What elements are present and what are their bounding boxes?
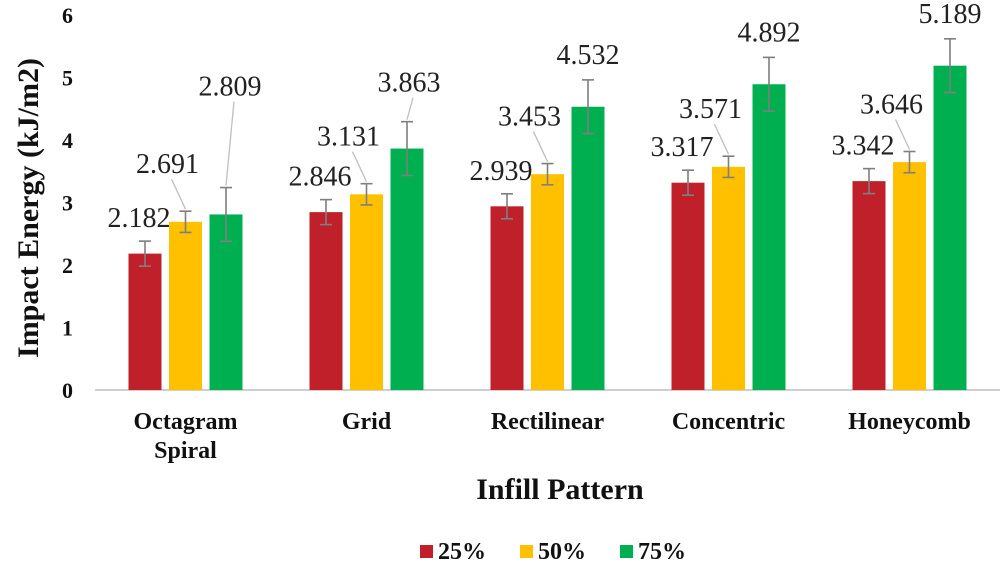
bar bbox=[712, 166, 745, 390]
bar bbox=[531, 174, 564, 390]
label-leader-line bbox=[713, 123, 730, 155]
bar bbox=[671, 182, 705, 390]
category-label: Honeycomb bbox=[848, 409, 971, 435]
legend-label: 75% bbox=[638, 539, 686, 565]
bar bbox=[169, 221, 202, 390]
label-leader-line bbox=[351, 151, 368, 182]
label-leader-line bbox=[894, 119, 911, 150]
data-label: 5.189 bbox=[919, 0, 982, 30]
bar bbox=[128, 253, 162, 390]
legend-label: 25% bbox=[438, 539, 486, 565]
data-label: 3.317 bbox=[651, 132, 714, 163]
bar bbox=[893, 162, 926, 390]
bar bbox=[852, 181, 886, 390]
y-axis-title: Impact Energy (kJ/m2) bbox=[12, 58, 45, 358]
legend-label: 50% bbox=[538, 539, 586, 565]
data-labels-layer: 2.182 2.846 2.939 3.317 3.342 2.691 3.131 3.453… bbox=[108, 0, 982, 234]
legend-swatch bbox=[520, 545, 533, 558]
y-tick-label: 2 bbox=[62, 253, 73, 278]
bar bbox=[209, 214, 243, 390]
label-leader-line bbox=[406, 97, 414, 120]
legend-swatch bbox=[620, 545, 633, 558]
y-tick-label: 3 bbox=[62, 191, 73, 216]
data-label: 3.863 bbox=[378, 68, 441, 99]
bar bbox=[390, 148, 424, 390]
y-tick-label: 6 bbox=[62, 3, 73, 28]
data-label: 2.691 bbox=[136, 149, 199, 180]
data-label: 3.342 bbox=[832, 131, 895, 162]
bars-layer bbox=[128, 38, 967, 390]
legend-swatch bbox=[420, 545, 433, 558]
data-label: 2.846 bbox=[289, 162, 352, 193]
bar bbox=[571, 106, 605, 390]
y-tick-label: 5 bbox=[62, 66, 73, 91]
category-label: Rectilinear bbox=[491, 409, 605, 435]
axis-layer: 0 1 2 3 4 5 6 Octagram Spiral Grid Rectilinear Conc… bbox=[62, 3, 1000, 464]
data-label: 3.646 bbox=[860, 90, 923, 121]
data-label: 3.571 bbox=[679, 94, 742, 125]
category-label: Grid bbox=[342, 409, 392, 435]
legend: 25% 50% 75% bbox=[420, 539, 686, 565]
data-label: 4.892 bbox=[738, 17, 801, 48]
data-label: 3.453 bbox=[498, 102, 561, 133]
data-label: 4.532 bbox=[557, 40, 620, 71]
data-label: 2.809 bbox=[199, 72, 262, 103]
category-label: Concentric bbox=[672, 409, 786, 435]
data-label: 3.131 bbox=[317, 122, 380, 153]
category-label: Octagram bbox=[134, 409, 238, 435]
bar bbox=[933, 65, 967, 390]
data-label: 2.939 bbox=[470, 156, 533, 187]
bar bbox=[350, 194, 383, 390]
y-tick-label: 1 bbox=[62, 316, 73, 341]
data-label: 2.182 bbox=[108, 203, 171, 234]
label-leader-line bbox=[532, 131, 549, 162]
bar bbox=[490, 206, 524, 390]
bar bbox=[309, 212, 343, 390]
x-axis-title: Infill Pattern bbox=[476, 473, 644, 506]
y-tick-label: 4 bbox=[62, 128, 73, 153]
bar bbox=[752, 84, 786, 390]
y-tick-label: 0 bbox=[62, 378, 73, 403]
category-label: Spiral bbox=[154, 438, 217, 464]
label-leader-line bbox=[170, 178, 187, 210]
label-leader-line bbox=[225, 101, 235, 186]
